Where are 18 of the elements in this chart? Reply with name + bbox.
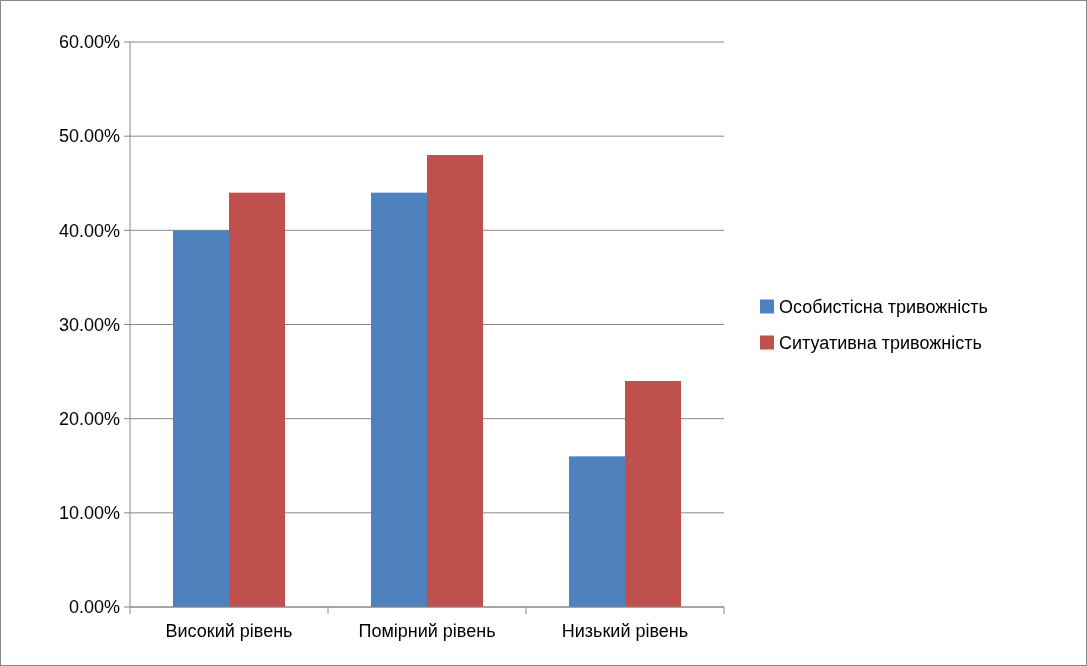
y-tick-label: 0.00% (68, 597, 120, 618)
legend-label: Особистісна тривожність (779, 296, 988, 317)
bar (370, 192, 427, 607)
y-tick-label: 20.00% (58, 408, 120, 429)
x-tick-label: Високий рівень (165, 621, 293, 641)
x-tick-label: Помірний рівень (358, 621, 496, 641)
y-tick-label: 10.00% (58, 503, 120, 524)
bar (427, 155, 484, 607)
legend-label: Ситуативна тривожність (779, 332, 982, 353)
bar (625, 381, 682, 607)
x-tick-label: Низький рівень (561, 621, 689, 641)
bar (229, 192, 286, 607)
y-tick-label: 30.00% (58, 314, 120, 335)
y-tick-label: 50.00% (58, 126, 120, 147)
bar (568, 456, 625, 607)
y-tick-label: 60.00% (58, 32, 120, 53)
bar (172, 230, 229, 607)
y-tick-label: 40.00% (58, 220, 120, 241)
